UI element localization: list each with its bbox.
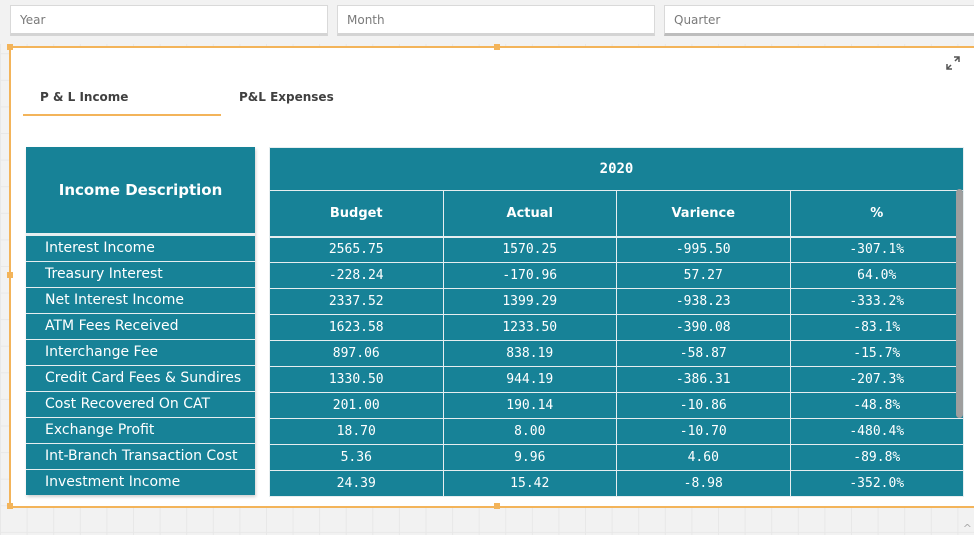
budget-cell[interactable]: 1330.50 [269, 366, 444, 393]
tab-pl-income[interactable]: P & L Income [23, 88, 221, 116]
pl-data-table-container: 2020 Budget Actual Varience % 2565.75 15… [269, 147, 964, 497]
percent-cell[interactable]: -207.3% [789, 366, 964, 393]
table-row: -228.24 -170.96 57.27 64.0% [269, 262, 964, 289]
varience-column-header[interactable]: Varience [616, 190, 791, 237]
table-row: 201.00 190.14 -10.86 -48.8% [269, 392, 964, 419]
pl-income-panel[interactable]: P & L Income P&L Expenses Income Descrip… [7, 44, 974, 509]
income-description-header[interactable]: Income Description [26, 147, 255, 235]
tab-pl-income-label: P & L Income [40, 90, 129, 104]
quarter-filter[interactable]: Quarter [664, 5, 974, 36]
actual-cell[interactable]: 1233.50 [442, 314, 617, 341]
month-filter[interactable]: Month [337, 5, 655, 36]
resize-handle-top[interactable] [494, 44, 500, 50]
year-header[interactable]: 2020 [269, 147, 964, 191]
budget-column-header[interactable]: Budget [269, 190, 444, 237]
varience-cell[interactable]: -8.98 [616, 470, 791, 497]
percent-cell[interactable]: -48.8% [789, 392, 964, 419]
percent-cell[interactable]: 64.0% [789, 262, 964, 289]
desc-row[interactable]: Investment Income [26, 469, 255, 495]
resize-handle-left[interactable] [7, 272, 13, 278]
budget-cell[interactable]: 2565.75 [269, 235, 444, 263]
expand-arrows-icon[interactable] [946, 56, 960, 70]
tab-pl-expenses-label: P&L Expenses [239, 90, 334, 104]
desc-row[interactable]: Int-Branch Transaction Cost [26, 443, 255, 469]
varience-cell[interactable]: -390.08 [616, 314, 791, 341]
quarter-filter-label: Quarter [674, 13, 721, 27]
actual-cell[interactable]: 8.00 [442, 418, 617, 445]
percent-cell[interactable]: -15.7% [789, 340, 964, 367]
resize-handle-bottom[interactable] [494, 503, 500, 509]
corner-caret: ^ [962, 522, 972, 535]
percent-cell[interactable]: -83.1% [789, 314, 964, 341]
percent-cell[interactable]: -333.2% [789, 288, 964, 315]
resize-handle-top-left[interactable] [7, 44, 13, 50]
year-filter[interactable]: Year [10, 5, 328, 36]
varience-cell[interactable]: 57.27 [616, 262, 791, 289]
desc-row[interactable]: Net Interest Income [26, 287, 255, 313]
table-row: 1330.50 944.19 -386.31 -207.3% [269, 366, 964, 393]
table-row: 2565.75 1570.25 -995.50 -307.1% [269, 235, 964, 263]
budget-cell[interactable]: 24.39 [269, 470, 444, 497]
year-filter-label: Year [20, 13, 46, 27]
actual-cell[interactable]: 838.19 [442, 340, 617, 367]
varience-cell[interactable]: -10.86 [616, 392, 791, 419]
desc-row[interactable]: ATM Fees Received [26, 313, 255, 339]
budget-cell[interactable]: -228.24 [269, 262, 444, 289]
vertical-scrollbar[interactable] [956, 189, 963, 418]
varience-cell[interactable]: -58.87 [616, 340, 791, 367]
percent-column-header[interactable]: % [789, 190, 964, 237]
varience-cell[interactable]: -995.50 [616, 235, 791, 263]
month-filter-label: Month [347, 13, 385, 27]
budget-cell[interactable]: 5.36 [269, 444, 444, 471]
filter-bar: Year Month Quarter [0, 0, 974, 44]
varience-cell[interactable]: 4.60 [616, 444, 791, 471]
desc-row[interactable]: Interest Income [26, 235, 255, 261]
income-description-column: Income Description Interest Income Treas… [26, 147, 255, 495]
desc-row[interactable]: Treasury Interest [26, 261, 255, 287]
actual-cell[interactable]: 190.14 [442, 392, 617, 419]
actual-cell[interactable]: 1399.29 [442, 288, 617, 315]
table-row: 5.36 9.96 4.60 -89.8% [269, 444, 964, 471]
actual-cell[interactable]: 944.19 [442, 366, 617, 393]
desc-row[interactable]: Exchange Profit [26, 417, 255, 443]
varience-cell[interactable]: -10.70 [616, 418, 791, 445]
actual-cell[interactable]: 1570.25 [442, 235, 617, 263]
actual-column-header[interactable]: Actual [442, 190, 617, 237]
varience-cell[interactable]: -938.23 [616, 288, 791, 315]
percent-cell[interactable]: -480.4% [789, 418, 964, 445]
percent-cell[interactable]: -307.1% [789, 235, 964, 263]
table-row: 897.06 838.19 -58.87 -15.7% [269, 340, 964, 367]
varience-cell[interactable]: -386.31 [616, 366, 791, 393]
actual-cell[interactable]: 15.42 [442, 470, 617, 497]
pl-data-table: 2020 Budget Actual Varience % 2565.75 15… [269, 147, 964, 497]
tab-pl-expenses[interactable]: P&L Expenses [239, 88, 379, 116]
desc-row[interactable]: Interchange Fee [26, 339, 255, 365]
budget-cell[interactable]: 18.70 [269, 418, 444, 445]
budget-cell[interactable]: 2337.52 [269, 288, 444, 315]
resize-handle-bottom-left[interactable] [7, 503, 13, 509]
percent-cell[interactable]: -89.8% [789, 444, 964, 471]
actual-cell[interactable]: -170.96 [442, 262, 617, 289]
table-row: 2337.52 1399.29 -938.23 -333.2% [269, 288, 964, 315]
budget-cell[interactable]: 1623.58 [269, 314, 444, 341]
budget-cell[interactable]: 897.06 [269, 340, 444, 367]
table-row: 24.39 15.42 -8.98 -352.0% [269, 470, 964, 497]
desc-row[interactable]: Cost Recovered On CAT [26, 391, 255, 417]
desc-row[interactable]: Credit Card Fees & Sundires [26, 365, 255, 391]
table-row: 18.70 8.00 -10.70 -480.4% [269, 418, 964, 445]
actual-cell[interactable]: 9.96 [442, 444, 617, 471]
table-row: 1623.58 1233.50 -390.08 -83.1% [269, 314, 964, 341]
percent-cell[interactable]: -352.0% [789, 470, 964, 497]
budget-cell[interactable]: 201.00 [269, 392, 444, 419]
